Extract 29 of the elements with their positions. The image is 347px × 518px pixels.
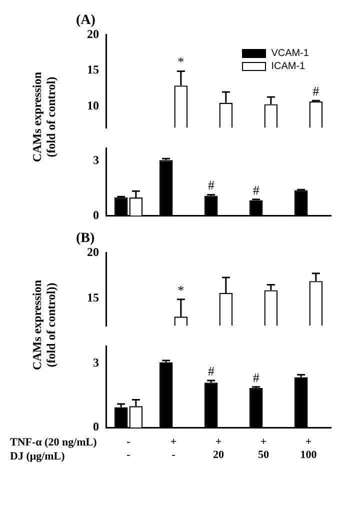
y-tick-label: 3: [93, 153, 99, 168]
y-tick-label: 15: [87, 62, 99, 77]
y-tick-label: 0: [93, 420, 99, 434]
y-axis-title: CAMs expression (fold of control): [30, 72, 58, 162]
annotation: #: [208, 363, 215, 378]
text: ICAM-1: [271, 61, 306, 72]
y-axis-title: CAMs expression (fold of control)): [30, 280, 58, 370]
x-tick-label: + -: [170, 436, 177, 462]
chart-title: (A): [76, 13, 96, 28]
chart-title: (B): [76, 231, 95, 246]
y-tick-label: 3: [93, 355, 99, 370]
y-tick-label: 10: [87, 98, 99, 112]
y-tick-label: 0: [93, 208, 99, 222]
annotation: #: [252, 182, 260, 198]
annotation: *: [178, 54, 184, 70]
y-tick-label: 20: [87, 26, 99, 41]
text: DJ (μg/mL): [10, 450, 66, 462]
annotation: #: [312, 84, 320, 99]
annotation: *: [178, 282, 184, 298]
annotation: #: [252, 370, 260, 385]
y-tick-label: 15: [87, 290, 99, 305]
x-tick-label: - -: [126, 436, 131, 462]
x-tick-label: + 20: [213, 436, 224, 462]
annotation: #: [208, 178, 215, 193]
x-tick-label: + 100: [300, 436, 318, 462]
x-tick-label: + 50: [258, 436, 270, 462]
legend-label: VCAM-1: [271, 48, 309, 59]
y-tick-label: 20: [87, 244, 99, 259]
text: TNF-α (20 ng/mL): [10, 436, 98, 448]
